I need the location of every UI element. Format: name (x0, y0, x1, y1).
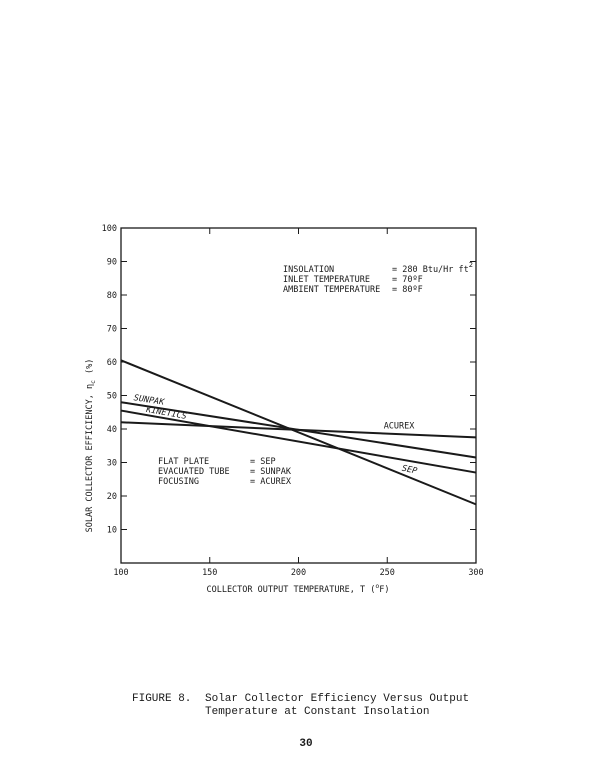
x-axis-title-degree: o (375, 582, 379, 590)
y-tick-label: 50 (107, 392, 117, 402)
x-tick-label: 100 (113, 568, 128, 578)
y-tick-label: 90 (107, 258, 117, 268)
legend-value: = SEP (250, 457, 276, 467)
y-tick-label: 100 (102, 224, 117, 234)
y-axis-title: SOLAR COLLECTOR EFFICIENCY, ηc(%) (85, 359, 97, 533)
series-label-sunpak: SUNPAK (133, 393, 166, 408)
series-label-sep: SEP (401, 464, 418, 477)
page-number: 30 (299, 738, 313, 750)
conditions-block: INSOLATION = 280 Btu/Hr ft2 INLET TEMPERAT… (283, 261, 473, 295)
condition-value: = 80ºF (392, 285, 423, 295)
caption-line-2: Temperature at Constant Insolation (205, 706, 430, 718)
y-tick-label: 30 (107, 459, 117, 469)
condition-label: AMBIENT TEMPERATURE (283, 285, 380, 295)
y-tick-label: 80 (107, 291, 117, 301)
series-line-sep (120, 359, 477, 506)
y-tick-label: 40 (107, 425, 117, 435)
y-tick-label: 60 (107, 358, 117, 368)
caption-line-1: Solar Collector Efficiency Versus Output (205, 693, 470, 705)
condition-value: = 70ºF (392, 275, 423, 285)
x-axis-title-end: F) (379, 585, 389, 595)
y-tick-label: 70 (107, 325, 117, 335)
legend-value: = ACUREX (250, 477, 292, 487)
series-line-kinetics (120, 409, 477, 474)
series-line-acurex (120, 421, 477, 439)
x-tick-label: 250 (380, 568, 395, 578)
axis-titles: COLLECTOR OUTPUT TEMPERATURE, T (oF)SOLA… (85, 359, 390, 595)
x-tick-label: 300 (468, 568, 483, 578)
x-axis: 100 150 200 250 300 (113, 228, 484, 578)
legend-label: EVACUATED TUBE (158, 467, 230, 477)
y-tick-label: 10 (107, 526, 117, 536)
figure-number: FIGURE 8. (132, 693, 192, 705)
condition-label: INLET TEMPERATURE (283, 275, 370, 285)
series-label-acurex: ACUREX (384, 421, 416, 431)
legend-value: = SUNPAK (250, 467, 292, 477)
x-axis-title: COLLECTOR OUTPUT TEMPERATURE, T (oF) (206, 582, 389, 595)
y-axis-title-end: (%) (85, 359, 95, 374)
y-tick-label: 20 (107, 492, 117, 502)
legend-label: FOCUSING (158, 477, 199, 487)
x-tick-label: 200 (291, 568, 306, 578)
condition-label: INSOLATION (283, 265, 334, 275)
legend-block: FLAT PLATE = SEP EVACUATED TUBE = SUNPAK FOC… (158, 457, 292, 487)
series-lines (120, 359, 477, 506)
y-axis-title-sub: c (89, 380, 97, 384)
condition-superscript: 2 (469, 261, 473, 269)
x-tick-label: 150 (202, 568, 217, 578)
condition-value: = 280 Btu/Hr ft2 (392, 261, 473, 275)
legend-label: FLAT PLATE (158, 457, 209, 467)
